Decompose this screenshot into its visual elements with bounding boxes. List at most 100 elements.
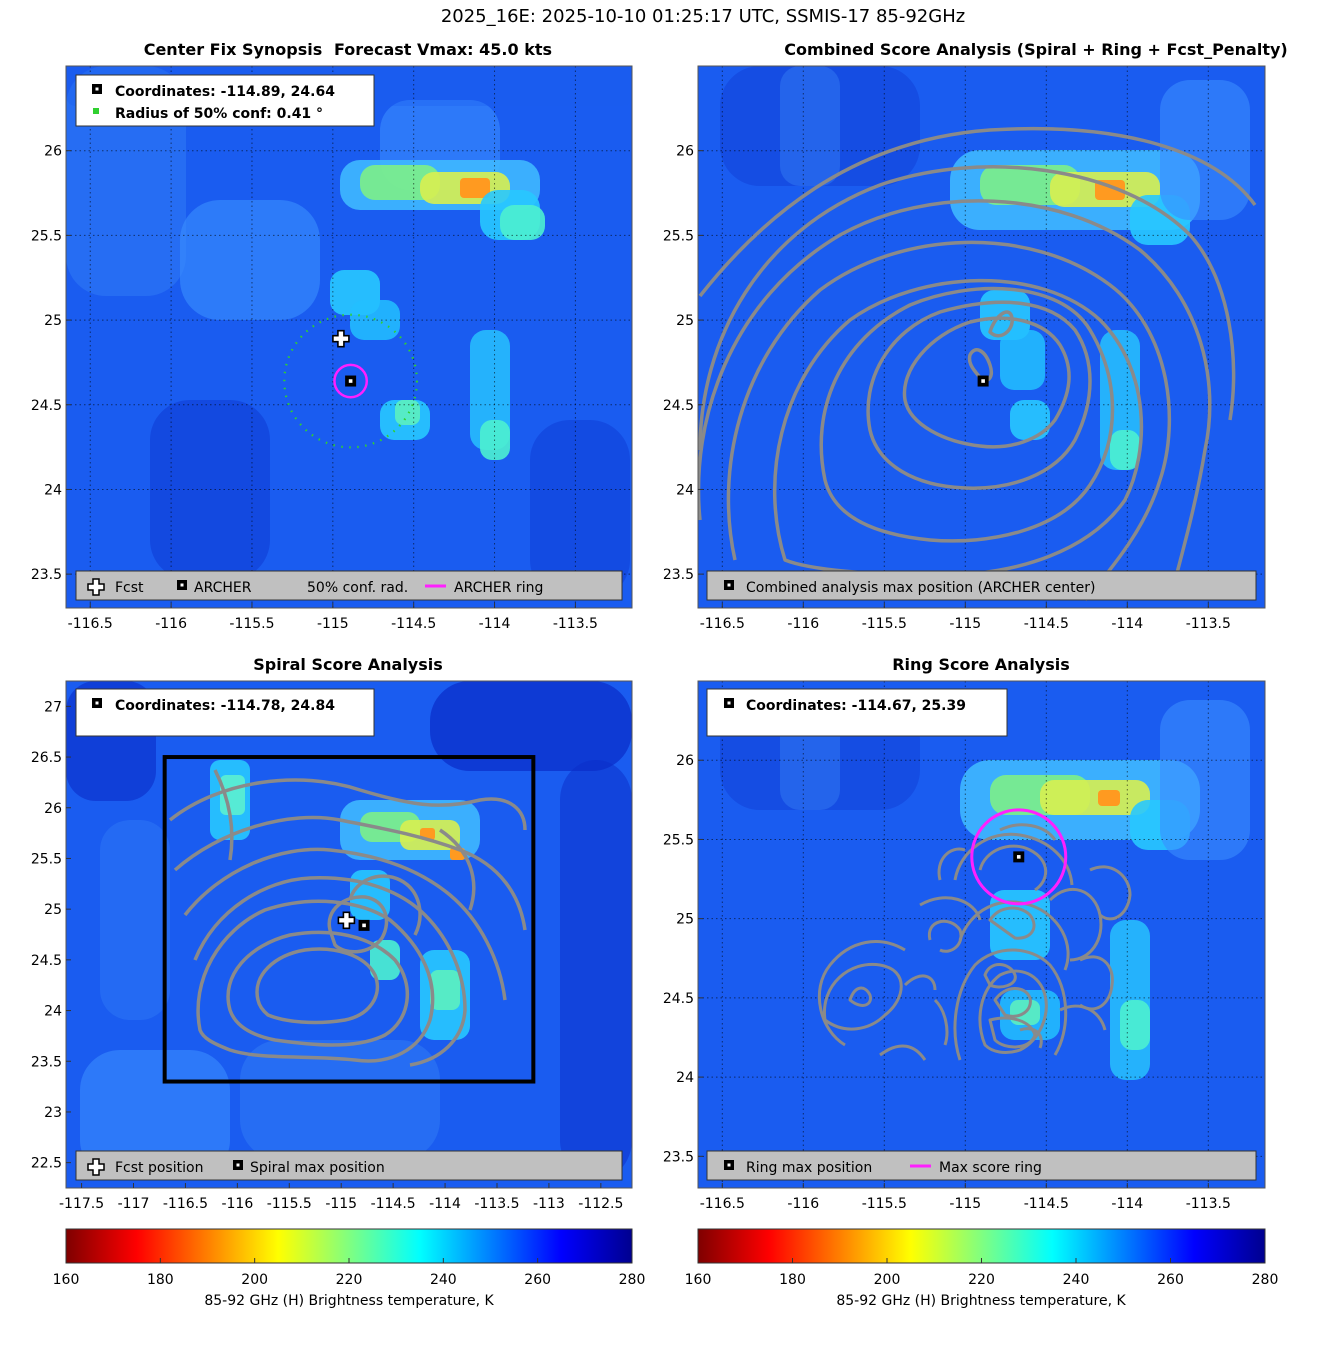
heatmap-cell xyxy=(1098,790,1120,806)
x-tick-label: -114.5 xyxy=(371,1196,416,1212)
spiral-contours xyxy=(168,769,527,1067)
heatmap-cell xyxy=(1110,920,1150,1080)
y-tick-label: 25.5 xyxy=(663,832,694,848)
y-tick-label: 24.5 xyxy=(663,398,694,414)
conf-radius-circle xyxy=(283,313,419,449)
x-tick-label: -116.5 xyxy=(163,1196,208,1212)
colorbar-left-gradient xyxy=(65,1228,633,1264)
heatmap-cell xyxy=(1040,780,1150,815)
ring-contours xyxy=(817,823,1132,1061)
spiral-title: Spiral Score Analysis xyxy=(253,655,443,674)
y-tick-label: 25.5 xyxy=(31,851,62,867)
x-tick-label: -115.5 xyxy=(229,616,274,632)
colorbar-tick-label: 180 xyxy=(147,1272,174,1288)
y-tick-label: 25 xyxy=(676,912,694,928)
forecast-vmax-title: Forecast Vmax: 45.0 kts xyxy=(334,40,552,59)
y-tick-label: 24 xyxy=(676,1070,694,1086)
colorbar-tick-label: 160 xyxy=(685,1272,712,1288)
heatmap-cell xyxy=(370,940,400,980)
center-fix-radius: Radius of 50% conf: 0.41 ° xyxy=(115,106,323,122)
spiral-ticks: -117.5 -117 -116.5 -116 -115.5 -115 -114.5 -114… xyxy=(31,699,624,1212)
colorbar-right-gradient xyxy=(697,1228,1266,1264)
x-tick-label: -116 xyxy=(787,1196,819,1212)
legend-archer: ARCHER xyxy=(194,580,252,596)
ring-title: Ring Score Analysis xyxy=(892,655,1070,674)
x-tick-label: -115.5 xyxy=(862,1196,907,1212)
x-tick-label: -113.5 xyxy=(1186,616,1231,632)
x-tick-label: -115 xyxy=(317,616,349,632)
x-tick-label: -116.5 xyxy=(700,616,745,632)
center-fix-info-box: Coordinates: -114.89, 24.64 Radius of 50… xyxy=(75,74,375,127)
y-tick-label: 24.5 xyxy=(31,398,62,414)
center-fix-coordinates: Coordinates: -114.89, 24.64 xyxy=(115,84,335,100)
spiral-info-box: Coordinates: -114.78, 24.84 xyxy=(75,688,375,737)
combined-ticks: -116.5 -116 -115.5 -115 -114.5 -114 -113.5 23.5… xyxy=(663,144,1231,632)
combined-panel: Combined Score Analysis (Spiral + Ring +… xyxy=(663,40,1288,632)
heatmap-cell xyxy=(430,970,460,1010)
spiral-panel: Spiral Score Analysis xyxy=(31,655,633,1212)
legend-conf-rad: 50% conf. rad. xyxy=(307,580,408,596)
legend-spiral-max: Spiral max position xyxy=(250,1160,385,1176)
spiral-axes-frame xyxy=(65,680,633,1189)
x-tick-label: -113 xyxy=(533,1196,565,1212)
plus-marker-icon xyxy=(332,329,350,348)
x-tick-label: -116.5 xyxy=(700,1196,745,1212)
x-tick-label: -115 xyxy=(949,616,981,632)
heatmap-cell xyxy=(180,200,320,320)
x-tick-label: -115 xyxy=(949,1196,981,1212)
heatmap-cell xyxy=(1120,1000,1150,1050)
square-marker-center xyxy=(981,379,985,383)
colorbar-right-ticks: 160 180 200 220 240 260 280 xyxy=(685,1258,1279,1288)
heatmap-cell xyxy=(395,400,420,425)
y-tick-label: 26 xyxy=(676,753,694,769)
legend-ring-max: Ring max position xyxy=(746,1160,872,1176)
ring-axes-frame xyxy=(697,680,1266,1189)
archer-ring xyxy=(333,363,369,399)
plus-icon xyxy=(87,578,105,596)
x-tick-label: -116 xyxy=(221,1196,253,1212)
heatmap-cell xyxy=(720,66,920,186)
x-tick-label: -117 xyxy=(118,1196,150,1212)
combined-heatmap-blobs xyxy=(720,66,1250,470)
fcst-marker xyxy=(332,329,350,348)
colorbar-tick-label: 160 xyxy=(53,1272,80,1288)
legend-fcst-position: Fcst position xyxy=(115,1160,203,1176)
x-tick-label: -114.5 xyxy=(1024,616,1069,632)
colorbar-tick-label: 280 xyxy=(1252,1272,1279,1288)
y-tick-label: 25.5 xyxy=(31,228,62,244)
spiral-legend: Fcst position Spiral max position xyxy=(75,1150,623,1181)
heatmap-cell xyxy=(1010,400,1050,440)
y-tick-label: 25.5 xyxy=(663,228,694,244)
center-fix-axes-frame xyxy=(65,65,633,609)
x-tick-label: -115 xyxy=(325,1196,357,1212)
y-tick-label: 23.5 xyxy=(31,567,62,583)
heatmap-cell xyxy=(1000,330,1045,390)
x-tick-label: -112.5 xyxy=(578,1196,623,1212)
y-tick-label: 24 xyxy=(676,482,694,498)
y-tick-label: 25 xyxy=(44,902,62,918)
colorbar-left: 160 180 200 220 240 260 280 85-92 GHz (H) Brig… xyxy=(53,1228,646,1309)
x-tick-label: -116.5 xyxy=(68,616,113,632)
archer-marker xyxy=(345,375,357,387)
y-tick-label: 24.5 xyxy=(31,953,62,969)
x-tick-label: -117.5 xyxy=(59,1196,104,1212)
square-marker-center xyxy=(1016,855,1021,859)
heatmap-cell xyxy=(1160,80,1250,220)
colorbar-tick-label: 280 xyxy=(619,1272,646,1288)
square-marker-center xyxy=(362,923,366,928)
heatmap-cell xyxy=(240,1040,440,1160)
colorbar-tick-label: 200 xyxy=(241,1272,268,1288)
spiral-coordinates: Coordinates: -114.78, 24.84 xyxy=(115,698,335,714)
ring-coordinates: Coordinates: -114.67, 25.39 xyxy=(746,698,966,714)
combined-legend: Combined analysis max position (ARCHER c… xyxy=(706,570,1257,601)
heatmap-cell xyxy=(1160,700,1250,860)
heatmap-cell xyxy=(460,178,490,198)
colorbar-left-ticks: 160 180 200 220 240 260 280 xyxy=(53,1258,646,1288)
heatmap-cell xyxy=(360,165,440,200)
y-tick-label: 26 xyxy=(676,144,694,160)
x-tick-label: -114 xyxy=(479,616,511,632)
x-tick-label: -113.5 xyxy=(1186,1196,1231,1212)
legend-combined-max: Combined analysis max position (ARCHER c… xyxy=(746,580,1095,596)
heatmap-cell xyxy=(530,420,630,600)
x-tick-label: -116 xyxy=(787,616,819,632)
